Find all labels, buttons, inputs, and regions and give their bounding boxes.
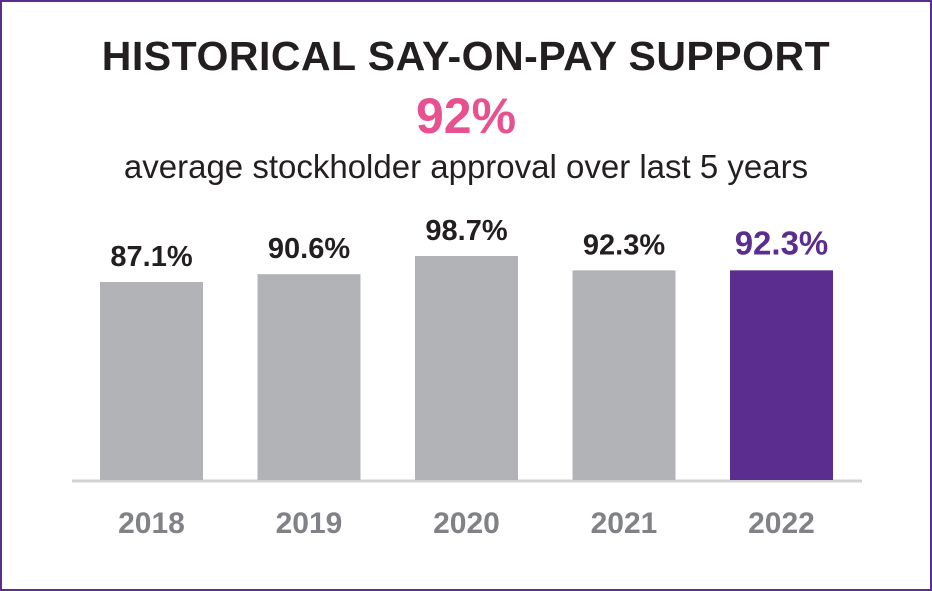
x-tick-label-2021: 2021: [591, 507, 658, 540]
x-tick-label-2019: 2019: [276, 507, 343, 540]
bar-2020: [415, 256, 518, 480]
data-label-2022: 92.3%: [735, 224, 829, 261]
data-label-2020: 98.7%: [425, 215, 507, 247]
data-label-2021: 92.3%: [583, 229, 665, 261]
bar-2022: [730, 270, 833, 480]
x-tick-label-2022: 2022: [748, 507, 815, 540]
chart-title: HISTORICAL SAY-ON-PAY SUPPORT: [101, 33, 831, 79]
data-label-2018: 87.1%: [110, 241, 192, 273]
bar-2019: [257, 274, 361, 480]
x-tick-label-2020: 2020: [433, 507, 500, 540]
average-approval-value: 92%: [415, 88, 517, 144]
bar-2018: [100, 282, 203, 480]
bar-2021: [572, 270, 676, 480]
data-label-2019: 90.6%: [268, 233, 350, 265]
x-tick-label-2018: 2018: [118, 507, 185, 540]
chart-subtitle: average stockholder approval over last 5…: [123, 148, 809, 185]
